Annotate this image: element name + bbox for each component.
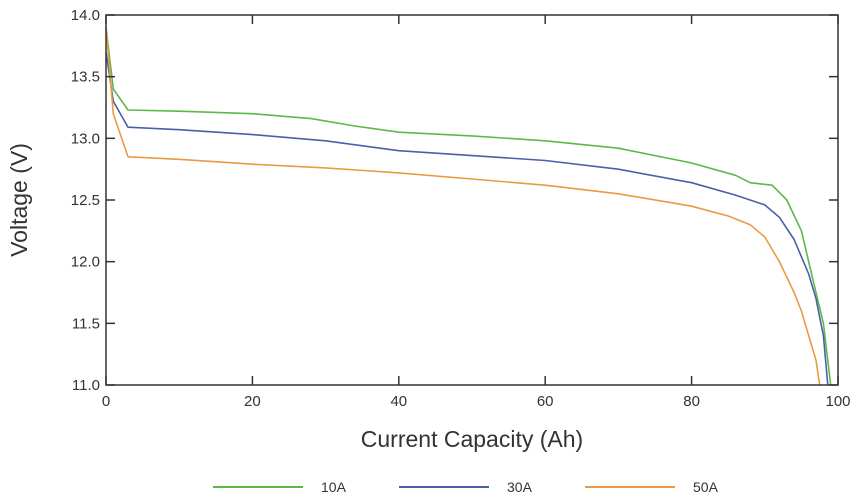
x-tick-labels: 0 20 40 60 80 100 [102, 393, 851, 410]
x-tick-label: 40 [390, 393, 407, 410]
legend-label: 10A [321, 479, 347, 495]
plot-frame [105, 14, 839, 386]
series-lines [105, 27, 832, 386]
y-tick-label: 12.0 [71, 254, 100, 271]
x-tick-label: 60 [537, 393, 554, 410]
y-tick-label: 11.0 [72, 377, 100, 394]
x-tick-label: 0 [102, 393, 110, 410]
y-tick-label: 12.5 [71, 192, 100, 209]
series-line-10A [105, 27, 832, 386]
x-tick-label: 80 [683, 393, 700, 410]
x-axis-label: Current Capacity (Ah) [361, 426, 583, 452]
y-tick-label: 14.0 [71, 7, 100, 24]
y-tick-label: 13.5 [71, 69, 100, 86]
legend: 10A 30A 50A [213, 479, 719, 495]
y-tick-label: 11.5 [72, 315, 100, 332]
series-line-30A [105, 51, 829, 386]
legend-label: 30A [507, 479, 533, 495]
x-tick-label: 100 [825, 393, 850, 410]
y-axis-label: Voltage (V) [6, 143, 32, 257]
y-tick-label: 13.0 [71, 130, 100, 147]
y-tick-labels: 11.0 11.5 12.0 12.5 13.0 13.5 14.0 [71, 7, 100, 394]
series-line-50A [105, 27, 821, 386]
x-tick-label: 20 [244, 393, 261, 410]
axis-ticks [105, 14, 839, 386]
legend-label: 50A [693, 479, 719, 495]
